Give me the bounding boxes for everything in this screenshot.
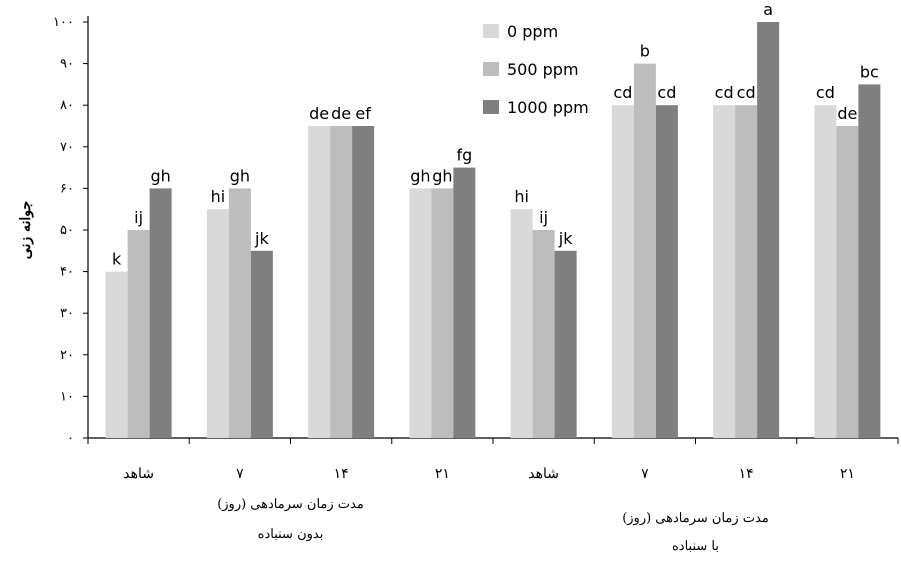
bar-significance-label: gh bbox=[230, 166, 250, 185]
x-category-label: ۱۴ bbox=[739, 466, 754, 482]
bar bbox=[858, 84, 881, 439]
bar bbox=[453, 167, 476, 438]
bar-significance-label: hi bbox=[514, 187, 529, 206]
y-tick-label: ۷۰ bbox=[60, 140, 74, 155]
bar-significance-label: hi bbox=[211, 187, 226, 206]
y-tick-label: ۰ bbox=[67, 431, 74, 446]
bar bbox=[735, 105, 758, 438]
bar bbox=[352, 126, 375, 438]
legend-label: 0 ppm bbox=[507, 22, 558, 41]
bar bbox=[611, 105, 634, 438]
bar bbox=[655, 105, 678, 438]
bar bbox=[206, 209, 229, 438]
y-axis-title: جوانه زنی bbox=[18, 201, 34, 259]
x-category-label: ۱۴ bbox=[334, 466, 349, 482]
legend-label: 1000 ppm bbox=[507, 98, 589, 117]
bar-significance-label: a bbox=[763, 0, 773, 19]
x-category-label: ۷ bbox=[236, 466, 244, 482]
y-tick-label: ۶۰ bbox=[60, 181, 74, 196]
bar-significance-label: jk bbox=[558, 229, 573, 248]
y-tick-label: ۱۰۰ bbox=[53, 15, 74, 30]
bar-significance-label: k bbox=[112, 250, 122, 269]
bar bbox=[510, 209, 533, 438]
x-category-label: شاهد bbox=[528, 466, 559, 482]
bar bbox=[127, 230, 150, 438]
bar-significance-label: jk bbox=[254, 229, 269, 248]
bar bbox=[250, 250, 273, 438]
bar-significance-label: de bbox=[331, 104, 351, 123]
group-label: مدت زمان سرمادهی (روز) bbox=[217, 497, 364, 512]
bar bbox=[814, 105, 837, 438]
y-tick-label: ۴۰ bbox=[60, 265, 74, 280]
bar-significance-label: cd bbox=[715, 83, 734, 102]
bar bbox=[633, 63, 656, 438]
bar-significance-label: ij bbox=[539, 208, 548, 227]
y-tick-label: ۱۰ bbox=[60, 389, 74, 404]
bar-significance-label: bc bbox=[860, 62, 879, 81]
y-tick-label: ۳۰ bbox=[60, 306, 74, 321]
bar-significance-label: de bbox=[837, 104, 857, 123]
bar-significance-label: gh bbox=[150, 166, 170, 185]
bar-significance-label: cd bbox=[657, 83, 676, 102]
y-tick-label: ۲۰ bbox=[60, 348, 74, 363]
bar bbox=[554, 250, 577, 438]
legend-swatch bbox=[483, 62, 499, 76]
y-tick-label: ۹۰ bbox=[60, 57, 74, 72]
group-label: با سنباده bbox=[672, 539, 719, 554]
group-label: بدون سنباده bbox=[258, 527, 324, 542]
bar bbox=[105, 271, 128, 438]
x-category-label: شاهد bbox=[123, 466, 154, 482]
bar-significance-label: fg bbox=[456, 146, 472, 165]
bar bbox=[757, 22, 780, 438]
bar-significance-label: cd bbox=[613, 83, 632, 102]
bar bbox=[330, 126, 353, 438]
x-category-label: ۲۱ bbox=[435, 466, 450, 482]
bar bbox=[836, 126, 859, 438]
bar-significance-label: b bbox=[640, 42, 650, 61]
bar-significance-label: gh bbox=[410, 166, 430, 185]
x-category-label: ۲۱ bbox=[840, 466, 855, 482]
bar bbox=[409, 188, 432, 438]
bar-significance-label: gh bbox=[432, 166, 452, 185]
bar bbox=[149, 188, 172, 438]
bar-significance-label: ef bbox=[355, 104, 371, 123]
legend-swatch bbox=[483, 24, 499, 38]
bar-significance-label: cd bbox=[816, 83, 835, 102]
y-tick-label: ۸۰ bbox=[60, 98, 74, 113]
y-tick-label: ۵۰ bbox=[60, 223, 74, 238]
group-label: مدت زمان سرمادهی (روز) bbox=[622, 511, 769, 526]
bar-significance-label: de bbox=[309, 104, 329, 123]
bar bbox=[431, 188, 454, 438]
bar bbox=[713, 105, 736, 438]
bar bbox=[532, 230, 555, 438]
bar-significance-label: ij bbox=[134, 208, 143, 227]
bar-significance-label: cd bbox=[737, 83, 756, 102]
legend-label: 500 ppm bbox=[507, 60, 579, 79]
bar bbox=[228, 188, 251, 438]
x-category-label: ۷ bbox=[641, 466, 649, 482]
legend-swatch bbox=[483, 100, 499, 114]
bar bbox=[308, 126, 331, 438]
